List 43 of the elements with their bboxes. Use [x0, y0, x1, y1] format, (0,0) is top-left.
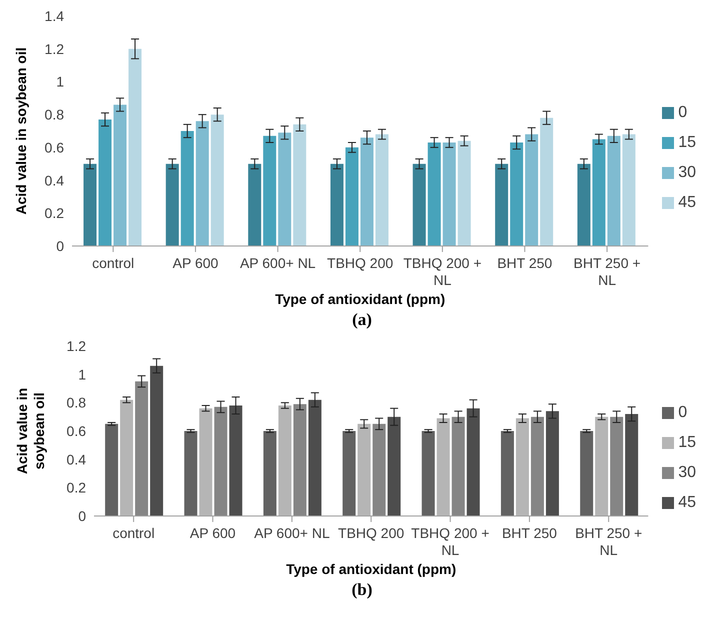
y-tick-label: 1.2: [66, 338, 86, 354]
x-tick-label: control: [92, 255, 134, 271]
x-tick-label: TBHQ 200 + NL: [411, 525, 490, 558]
legend-label: 15: [678, 134, 696, 151]
x-axis-title: Type of antioxidant (ppm): [286, 561, 456, 577]
y-tick-label: 1: [78, 366, 86, 382]
legend-label: 15: [678, 434, 696, 451]
x-tick-label: TBHQ 200 + NL: [403, 255, 482, 288]
x-tick-label: AP 600: [172, 255, 219, 271]
text: (a): [351, 310, 373, 330]
y-tick-label: 0.2: [44, 205, 64, 222]
y-tick-label: 0: [56, 238, 64, 254]
y-tick-label: 0.8: [66, 394, 86, 411]
x-tick-label: TBHQ 200: [338, 525, 404, 541]
y-axis-title: Acid value in soybean oil: [14, 388, 47, 474]
y-tick-label: 0.6: [44, 139, 64, 156]
legend-label: 30: [678, 464, 696, 481]
x-tick-label: BHT 250: [502, 525, 558, 541]
legend-label: 0: [678, 104, 688, 121]
text: (b): [350, 580, 374, 600]
y-tick-label: 0: [78, 508, 86, 524]
y-tick-label: 1.2: [44, 40, 64, 57]
y-tick-label: 1.4: [44, 8, 64, 24]
x-tick-label: BHT 250 + NL: [575, 525, 642, 558]
x-tick-label: BHT 250: [497, 255, 552, 271]
x-tick-label: AP 600+ NL: [240, 255, 316, 271]
y-tick-label: 0.8: [44, 106, 64, 123]
x-tick-label: TBHQ 200: [327, 255, 394, 271]
y-axis-title: Acid value in soybean oil: [13, 47, 29, 215]
legend-label: 45: [678, 194, 696, 211]
x-tick-label: BHT 250 + NL: [574, 255, 641, 288]
x-axis-title: Type of antioxidant (ppm): [275, 291, 446, 307]
y-tick-label: 0.6: [66, 422, 86, 439]
y-tick-label: 1: [56, 74, 64, 90]
y-tick-label: 0.2: [66, 480, 86, 496]
legend-label: 30: [678, 164, 696, 181]
y-tick-label: 0.4: [66, 451, 86, 468]
legend-label: 0: [678, 404, 688, 421]
legend-label: 45: [678, 494, 696, 511]
x-tick-label: AP 600: [190, 525, 236, 541]
x-tick-label: control: [112, 525, 155, 541]
y-tick-label: 0.4: [44, 172, 64, 188]
x-tick-label: AP 600+ NL: [254, 525, 330, 541]
